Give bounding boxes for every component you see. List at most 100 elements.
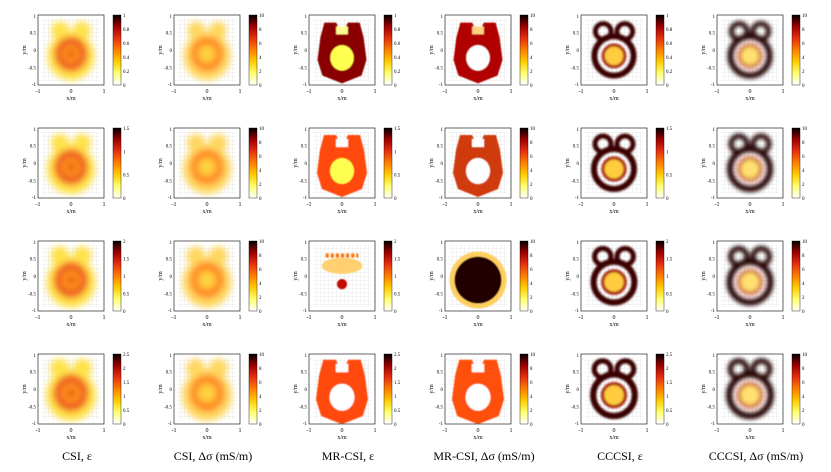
ytick-label: -0.5 [707,180,715,185]
xtick-label: 0 [341,89,344,95]
ytick-label: -1 [439,309,444,314]
colorbar-tick: 1.5 [123,258,130,263]
ytick-label: -1 [575,309,580,314]
colorbar-tick: 0 [802,84,805,89]
xtick-label: 1 [782,315,785,321]
colorbar-tick: 0.2 [123,70,130,75]
xlabel: x/m [202,435,212,441]
xlabel: x/m [66,435,76,441]
xtick-label: 1 [239,428,242,434]
colorbar-tick: 0 [394,197,397,202]
panel-r2-c5: 1 0.5 0 -0.5 -1-1 0 1 x/m y/m 1.5 1 0.5 0 [565,127,673,215]
panel-r2-c4: 1 0.5 0 -0.5 -1-1 0 1 x/m y/m 10 8 6 4 2 0 [429,127,536,215]
xtick-label: 0 [341,428,344,434]
ytick-label: 0.5 [301,145,308,150]
ytick-label: 0.5 [437,32,444,37]
colorbar-tick: 1 [666,14,669,19]
ytick-label: -0.5 [707,67,715,72]
ytick-label: 1 [577,241,580,246]
ytick-label: -1 [711,422,716,427]
colorbar [791,127,801,199]
colorbar [655,14,665,86]
ytick-label: 0 [170,49,173,54]
ylabel: y/m [293,158,299,168]
xtick-label: 0 [749,202,752,208]
ytick-label: -0.5 [707,293,715,298]
colorbar-tick: 2 [259,183,262,188]
panel-r2-c6: 1 0.5 0 -0.5 -1-1 0 1 x/m y/m 10 8 6 4 2 0 [701,127,808,215]
ytick-label: -1 [711,196,716,201]
colorbar-tick: 0 [123,84,126,89]
colorbar-tick: 0.8 [123,28,130,33]
xlabel: x/m [66,96,76,102]
colorbar-tick: 0.4 [666,56,673,61]
ylabel: y/m [22,158,28,168]
ytick-label: 1 [170,241,173,246]
axes-frame [716,240,784,312]
ylabel: y/m [429,271,435,281]
column-label: CCCSI, Δσ (mS/m) [709,449,804,463]
colorbar-tick: 2.5 [394,353,401,358]
colorbar [383,127,393,199]
ytick-label: -0.5 [164,180,172,185]
ytick-label: 0.5 [30,32,37,37]
xtick-label: 0 [749,315,752,321]
ytick-label: 0.5 [30,258,37,263]
xtick-label: 0 [206,428,209,434]
colorbar-tick: 8 [530,367,533,372]
colorbar-tick: 1.5 [394,381,401,386]
colorbar-tick: 2 [123,367,126,372]
ytick-label: 1 [305,354,308,359]
colorbar-tick: 2.5 [123,353,130,358]
colorbar-tick: 4 [530,395,533,400]
ytick-label: 0 [34,275,37,280]
ytick-label: 0 [713,162,716,167]
panel-r3-c2: 1 0.5 0 -0.5 -1-1 0 1 x/m y/m 10 8 6 4 2 0 [158,240,265,328]
column-label: CSI, Δσ (mS/m) [174,449,253,463]
colorbar-tick: 0.6 [123,42,130,47]
colorbar [655,240,665,312]
colorbar [791,353,801,425]
ytick-label: 1 [713,15,716,20]
colorbar-tick: 6 [259,42,262,47]
xtick-label: 1 [239,315,242,321]
axes-frame [580,14,648,86]
panel-r4-c1: 1 0.5 0 -0.5 -1-1 0 1 x/m y/m 2.5 2 1.5 1 0.5 0 [22,353,130,441]
xlabel: x/m [66,322,76,328]
colorbar-tick: 4 [530,56,533,61]
colorbar-tick: 0 [530,423,533,428]
ylabel: y/m [22,271,28,281]
xlabel: x/m [745,96,755,102]
xtick-label: 0 [70,428,73,434]
ytick-label: -0.5 [435,180,443,185]
xtick-label: -1 [172,89,177,95]
colorbar-tick: 2 [530,409,533,414]
colorbar-tick: 0.6 [666,42,673,47]
xtick-label: -1 [715,202,720,208]
colorbar [519,14,529,86]
xlabel: x/m [337,435,347,441]
ylabel: y/m [293,45,299,55]
xtick-label: -1 [36,202,41,208]
axes-frame [716,127,784,199]
ytick-label: 1 [34,241,37,246]
ytick-label: -1 [439,83,444,88]
xtick-label: -1 [172,202,177,208]
xtick-label: 1 [103,428,106,434]
xlabel: x/m [473,322,483,328]
colorbar-tick: 0 [123,310,126,315]
ytick-label: 0.5 [301,32,308,37]
colorbar-tick: 0.5 [394,293,401,298]
ytick-label: 1 [713,354,716,359]
ytick-label: 1 [441,354,444,359]
ytick-label: 1 [34,354,37,359]
ylabel: y/m [565,384,571,394]
ylabel: y/m [22,45,28,55]
xtick-label: 1 [239,202,242,208]
colorbar-tick: 8 [259,254,262,259]
colorbar-tick: 0.4 [123,56,130,61]
ytick-label: 1 [577,128,580,133]
colorbar-tick: 8 [530,254,533,259]
ytick-label: 0 [305,388,308,393]
ytick-label: 0.5 [573,32,580,37]
